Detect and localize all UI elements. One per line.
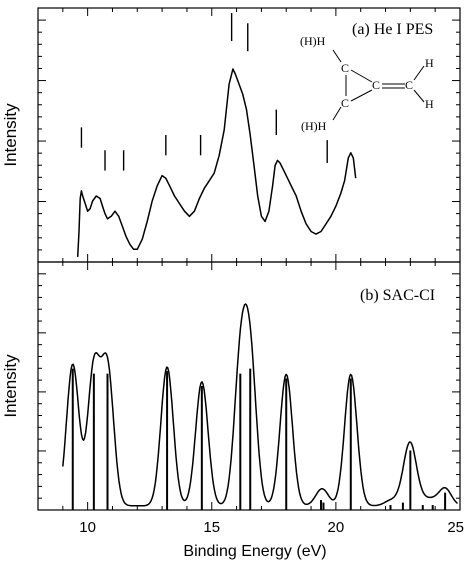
panel-a-y-axis-label: Intensity: [1, 103, 20, 167]
molecule-label-lower-h: (H)H: [301, 119, 327, 133]
molecule-atom-h-top: H: [425, 56, 434, 70]
bond-upper-h: [332, 49, 342, 63]
panel-a-peak-markers: [80, 13, 328, 171]
panel-b-label: (b) SAC-CI: [360, 287, 435, 304]
bond-h-top: [413, 65, 425, 81]
panel-a-ticks: [37, 8, 461, 262]
bond-h-bottom: [413, 89, 425, 103]
molecule-structure: (H)H (H)H C C C C H H: [300, 34, 434, 133]
molecule-atom-c-top: C: [341, 61, 349, 75]
bond-lower-h: [332, 106, 342, 121]
x-tick-label: 15: [203, 519, 220, 536]
panel-b-y-axis-label: Intensity: [1, 354, 20, 418]
molecule-label-upper-h: (H)H: [300, 34, 326, 48]
sac-ci-envelope-line: [62, 303, 459, 507]
x-tick-labels: 10 15 20 25: [79, 519, 464, 536]
pes-spectrum-line: [76, 68, 357, 257]
molecule-atom-c-bottom: C: [341, 96, 349, 110]
molecule-atom-c-center: C: [372, 78, 380, 92]
bond-ring-upper: [350, 69, 373, 83]
x-tick-label: 20: [328, 519, 345, 536]
panel-a-frame: [37, 7, 461, 263]
bond-ring-lower: [350, 89, 373, 102]
x-axis-label: Binding Energy (eV): [183, 543, 326, 560]
x-tick-label: 10: [79, 519, 96, 536]
molecule-atom-c-right: C: [405, 78, 413, 92]
panel-b: (b) SAC-CI Intensity 10 15 20 25 Binding En…: [1, 261, 464, 560]
panel-a-label: (a) He I PES: [352, 21, 433, 38]
panel-b-frame: [37, 261, 461, 511]
sac-ci-sticks: [71, 368, 447, 510]
panel-a: (a) He I PES Intensity (H)H (H)H C C C C…: [1, 7, 461, 263]
x-tick-label: 25: [447, 519, 464, 536]
molecule-atom-h-bottom: H: [425, 97, 434, 111]
